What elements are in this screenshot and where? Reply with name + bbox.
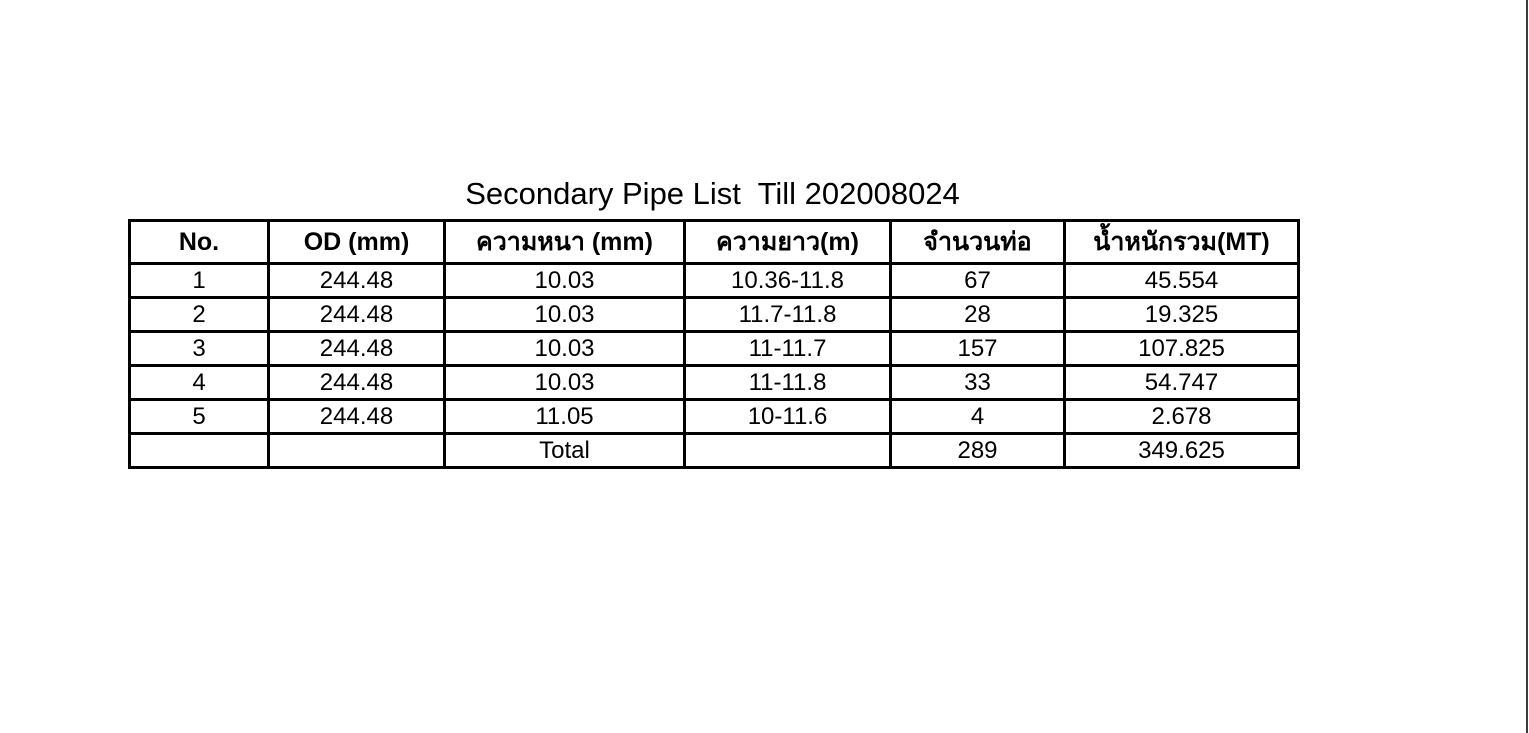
column-header-od: OD (mm) <box>267 219 446 265</box>
cell-thickness: 11.05 <box>443 398 686 435</box>
cell-od: 244.48 <box>267 330 446 367</box>
cell-no: 4 <box>128 364 270 401</box>
cell-length: 11.7-11.8 <box>683 296 892 333</box>
total-weight: 349.625 <box>1063 432 1300 469</box>
cell-quantity: 157 <box>889 330 1066 367</box>
column-header-thickness: ความหนา (mm) <box>443 219 686 265</box>
cell-thickness: 10.03 <box>443 364 686 401</box>
cell-thickness: 10.03 <box>443 262 686 299</box>
column-header-quantity: จำนวนท่อ <box>889 219 1066 265</box>
column-header-no: No. <box>128 219 270 265</box>
cell-weight: 19.325 <box>1063 296 1300 333</box>
cell-quantity: 33 <box>889 364 1066 401</box>
total-row: Total 289 349.625 <box>128 432 1300 469</box>
cell-od: 244.48 <box>267 262 446 299</box>
page-title: Secondary Pipe List Till 202008024 <box>465 176 960 211</box>
table-row: 5 244.48 11.05 10-11.6 4 2.678 <box>128 398 1300 435</box>
cell-weight: 107.825 <box>1063 330 1300 367</box>
cell-length: 10.36-11.8 <box>683 262 892 299</box>
cell-quantity: 67 <box>889 262 1066 299</box>
cell-weight: 45.554 <box>1063 262 1300 299</box>
cell-length <box>683 432 892 469</box>
cell-length: 10-11.6 <box>683 398 892 435</box>
cell-od: 244.48 <box>267 364 446 401</box>
page-right-edge-line <box>1526 0 1528 733</box>
cell-no: 2 <box>128 296 270 333</box>
table-row: 3 244.48 10.03 11-11.7 157 107.825 <box>128 330 1300 367</box>
header-row: No. OD (mm) ความหนา (mm) ความยาว(m) จำนว… <box>128 219 1300 265</box>
total-label: Total <box>443 432 686 469</box>
cell-weight: 2.678 <box>1063 398 1300 435</box>
column-header-weight: น้ำหนักรวม(MT) <box>1063 219 1300 265</box>
pipe-list-table: No. OD (mm) ความหนา (mm) ความยาว(m) จำนว… <box>128 219 1300 469</box>
cell-no: 1 <box>128 262 270 299</box>
cell-thickness: 10.03 <box>443 296 686 333</box>
cell-od: 244.48 <box>267 296 446 333</box>
table-row: 4 244.48 10.03 11-11.8 33 54.747 <box>128 364 1300 401</box>
total-quantity: 289 <box>889 432 1066 469</box>
cell-no: 3 <box>128 330 270 367</box>
cell-length: 11-11.8 <box>683 364 892 401</box>
cell-quantity: 4 <box>889 398 1066 435</box>
table-row: 1 244.48 10.03 10.36-11.8 67 45.554 <box>128 262 1300 299</box>
cell-quantity: 28 <box>889 296 1066 333</box>
cell-no <box>128 432 270 469</box>
cell-od: 244.48 <box>267 398 446 435</box>
cell-weight: 54.747 <box>1063 364 1300 401</box>
cell-no: 5 <box>128 398 270 435</box>
cell-od <box>267 432 446 469</box>
cell-thickness: 10.03 <box>443 330 686 367</box>
table-row: 2 244.48 10.03 11.7-11.8 28 19.325 <box>128 296 1300 333</box>
column-header-length: ความยาว(m) <box>683 219 892 265</box>
cell-length: 11-11.7 <box>683 330 892 367</box>
